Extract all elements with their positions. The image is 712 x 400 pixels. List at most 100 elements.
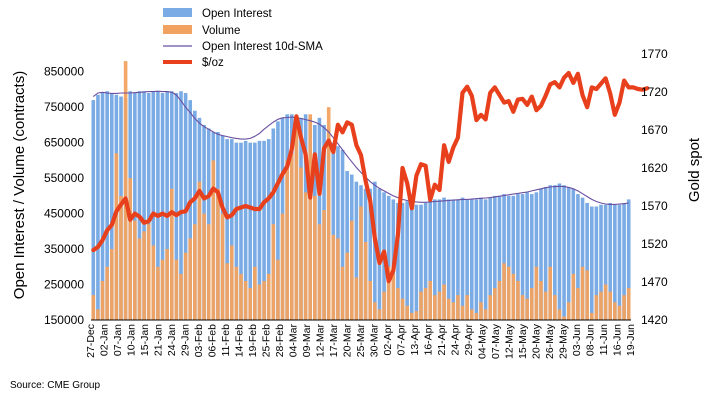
- volume-bar: [396, 288, 400, 320]
- volume-bar: [211, 160, 216, 320]
- volume-bar: [349, 220, 354, 320]
- volume-bar: [271, 224, 276, 320]
- oi-bar: [534, 192, 539, 320]
- legend-label-price: $/oz: [202, 57, 224, 69]
- volume-bar: [128, 178, 133, 320]
- oi-bar: [396, 202, 400, 320]
- oi-bar: [493, 195, 497, 320]
- volume-bar: [451, 302, 456, 320]
- oi-bar: [548, 185, 553, 320]
- volume-bar: [137, 238, 142, 320]
- oi-bar: [622, 202, 626, 320]
- gold-price-line: [91, 70, 650, 284]
- volume-bar: [262, 280, 266, 320]
- volume-bar: [331, 234, 336, 320]
- volume-bar: [276, 259, 280, 320]
- left-tick-label: 350000: [44, 242, 84, 256]
- oi-bar: [193, 110, 197, 320]
- x-tick-label: 21-Jan: [153, 324, 165, 356]
- oi-bar: [613, 204, 617, 320]
- x-tick-label: 16-Jun: [612, 324, 624, 356]
- volume-bar: [239, 273, 243, 320]
- x-tick-label: 27-Dec: [85, 324, 97, 358]
- x-tick-label: 17-Mar: [328, 324, 340, 358]
- oi-bar: [520, 194, 525, 320]
- volume-bar: [456, 295, 460, 320]
- x-tick-label: 12-May: [504, 323, 516, 359]
- right-axis-ticks: 1420 1470 1520 1570 1620 1670 1720 1770: [641, 47, 668, 327]
- volume-bar: [114, 153, 119, 320]
- volume-bar: [543, 291, 548, 320]
- right-tick-label: 1720: [641, 85, 668, 99]
- left-axis-ticks: 150000 250000 350000 450000 550000 650000 7500…: [44, 65, 84, 327]
- volume-bar: [433, 295, 437, 320]
- oi-sma-line: [92, 90, 629, 205]
- volume-bar: [294, 124, 299, 320]
- volume-bar: [142, 231, 146, 320]
- oi-bar: [428, 201, 433, 320]
- oi-bar: [317, 117, 322, 320]
- oi-bar: [405, 201, 409, 320]
- x-tick-label: 02-Jan: [99, 324, 111, 356]
- oi-bar: [105, 91, 109, 321]
- oi-bar: [626, 199, 631, 320]
- x-tick-label: 08-Jun: [585, 324, 597, 356]
- volume-bar: [308, 114, 313, 320]
- volume-bar: [326, 107, 331, 320]
- oi-bar: [239, 142, 243, 320]
- volume-bar: [299, 167, 303, 320]
- volume-bar: [109, 249, 114, 320]
- volume-bar: [174, 259, 179, 320]
- oi-bar: [225, 139, 229, 320]
- x-tick-label: 24-Apr: [450, 323, 462, 355]
- oi-bar: [474, 199, 479, 320]
- oi-bar: [257, 140, 262, 320]
- volume-bar: [469, 309, 474, 320]
- oi-bar: [469, 199, 474, 320]
- volume-bar: [622, 295, 626, 320]
- volume-bar: [248, 288, 253, 320]
- oi-bar: [229, 139, 234, 320]
- x-tick-label: 21-Apr: [436, 323, 448, 355]
- oi-bar: [442, 197, 446, 320]
- oi-bar: [174, 93, 179, 320]
- volume-bar: [603, 284, 608, 320]
- oi-bar: [617, 204, 622, 320]
- x-tick-label: 14-Feb: [234, 324, 246, 357]
- volume-bar: [525, 298, 529, 320]
- volume-bar: [303, 192, 308, 320]
- volume-bar: [437, 291, 442, 320]
- oi-bar: [409, 202, 414, 320]
- oi-bar: [368, 188, 373, 320]
- oi-bar: [253, 142, 257, 320]
- volume-bar: [336, 238, 340, 320]
- x-tick-label: 09-Mar: [301, 324, 313, 358]
- volume-bar: [193, 224, 197, 320]
- volume-bar: [156, 266, 160, 320]
- x-tick-label: 26-May: [544, 323, 556, 359]
- volume-bar: [179, 273, 183, 320]
- legend-label-open-interest: Open Interest: [202, 8, 272, 20]
- volume-bar: [202, 213, 206, 320]
- legend-swatch-volume: [163, 25, 192, 34]
- volume-bar: [594, 295, 599, 320]
- volume-bar: [216, 188, 220, 320]
- volume-bar: [557, 309, 562, 320]
- x-tick-label: 11-Feb: [220, 324, 232, 357]
- lines-layer: [91, 70, 650, 284]
- volume-bar: [562, 316, 566, 320]
- left-tick-label: 250000: [44, 278, 84, 292]
- volume-bar: [313, 195, 317, 320]
- legend-swatch-open-interest: [163, 8, 192, 17]
- left-tick-label: 450000: [44, 207, 84, 221]
- oi-bar: [603, 204, 608, 320]
- oi-bar: [146, 93, 151, 320]
- legend: Open Interest Volume Open Interest 10d-S…: [163, 8, 323, 69]
- oi-bar: [188, 100, 193, 321]
- volume-bar: [340, 266, 345, 320]
- volume-bar: [151, 245, 156, 320]
- volume-bar: [553, 295, 557, 320]
- oi-bar: [373, 181, 377, 320]
- volume-bar: [229, 245, 234, 320]
- volume-bar: [243, 280, 248, 320]
